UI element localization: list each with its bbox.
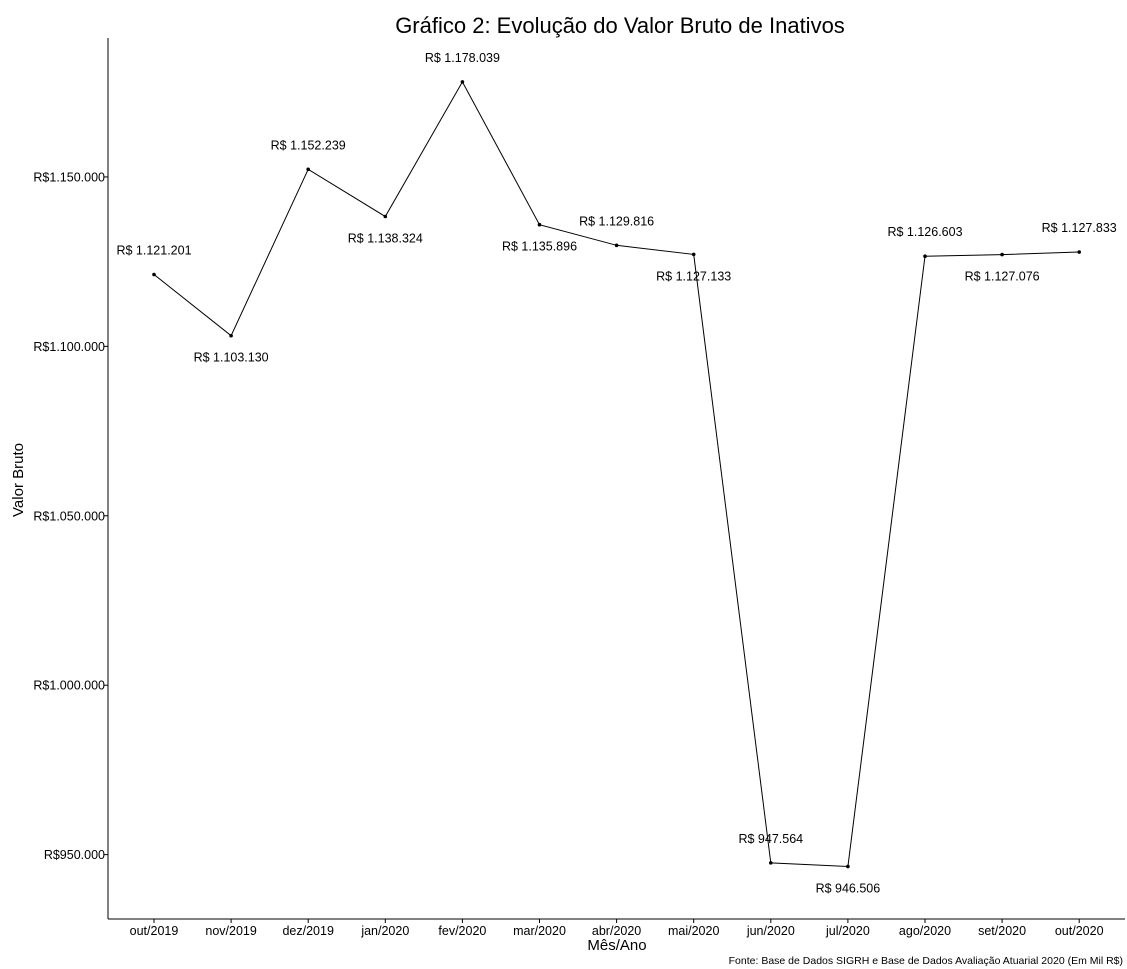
x-tick-label: out/2019: [130, 924, 179, 938]
data-label: R$ 1.126.603: [887, 225, 962, 239]
data-point: [923, 254, 927, 259]
data-point: [846, 864, 850, 869]
data-point: [229, 333, 233, 338]
x-axis-ticks: out/2019 nov/2019 dez/2019 jan/2020 fev/2020…: [130, 919, 1104, 938]
x-tick-label: nov/2019: [205, 924, 256, 938]
data-label: R$ 1.152.239: [271, 138, 346, 152]
x-tick-label: abr/2020: [592, 924, 641, 938]
data-point: [306, 167, 311, 172]
source-note: Fonte: Base de Dados SIGRH e Base de Dad…: [729, 955, 1123, 967]
x-tick-label: mai/2020: [668, 924, 719, 938]
data-label: R$ 1.178.039: [425, 51, 500, 65]
data-label: R$ 1.129.816: [579, 214, 654, 228]
x-tick-label: jan/2020: [360, 924, 409, 938]
data-point: [1077, 250, 1081, 254]
series-line: [153, 80, 1080, 868]
data-point: [614, 243, 619, 248]
data-point: [1000, 252, 1004, 257]
x-tick-label: mar/2020: [513, 924, 566, 938]
data-point: [460, 80, 465, 84]
x-tick-label: jun/2020: [746, 924, 795, 938]
data-point: [691, 252, 696, 257]
data-label: R$ 1.127.833: [1042, 221, 1117, 235]
data-label: R$ 1.121.201: [116, 244, 191, 258]
data-points: [152, 80, 1081, 869]
y-tick-label: R$1.050.000: [33, 509, 105, 523]
data-labels: R$ 1.121.201 R$ 1.103.130 R$ 1.152.239 R$ 1…: [116, 51, 1116, 896]
data-point: [537, 222, 542, 227]
x-tick-label: set/2020: [978, 924, 1026, 938]
data-label: R$ 946.506: [816, 881, 881, 895]
y-tick-label: R$950.000: [44, 848, 105, 862]
x-axis-title: Mês/Ano: [587, 937, 646, 954]
x-tick-label: fev/2020: [438, 924, 486, 938]
data-point: [152, 272, 156, 277]
x-tick-label: out/2020: [1055, 924, 1104, 938]
y-axis-ticks: R$950.000 R$1.000.000 R$1.050.000 R$1.100.0…: [33, 170, 108, 862]
data-point: [383, 214, 388, 219]
data-label: R$ 1.138.324: [348, 231, 423, 245]
y-tick-label: R$1.100.000: [33, 340, 105, 354]
y-tick-label: R$1.150.000: [33, 170, 105, 184]
chart-title: Gráfico 2: Evolução do Valor Bruto de In…: [395, 13, 845, 38]
x-tick-label: ago/2020: [899, 924, 951, 938]
y-tick-label: R$1.000.000: [33, 679, 105, 693]
data-label: R$ 1.127.076: [965, 270, 1040, 284]
x-tick-label: jul/2020: [825, 924, 870, 938]
data-label: R$ 1.127.133: [656, 269, 731, 283]
data-point: [769, 861, 773, 865]
data-label: R$ 947.564: [738, 832, 803, 846]
y-axis-title: Valor Bruto: [10, 443, 27, 517]
x-tick-label: dez/2019: [282, 924, 333, 938]
data-label: R$ 1.103.130: [194, 351, 269, 365]
data-label: R$ 1.135.896: [502, 240, 577, 254]
